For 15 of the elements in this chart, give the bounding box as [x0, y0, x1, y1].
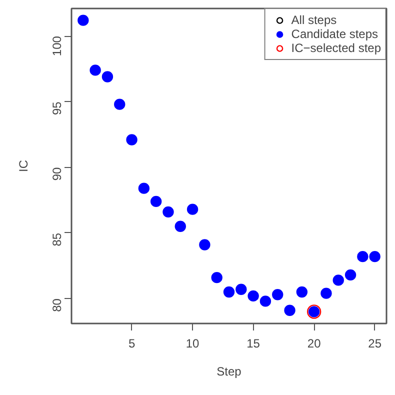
- x-tick-label: 15: [246, 336, 260, 350]
- x-tick-label: 5: [128, 336, 136, 350]
- y-tick-label: 90: [50, 166, 64, 181]
- legend-label: Candidate steps: [291, 27, 378, 41]
- x-axis-title: Step: [216, 364, 242, 378]
- y-tick-label: 85: [50, 232, 64, 246]
- x-tick-label: 10: [186, 336, 200, 350]
- y-tick-label: 80: [50, 298, 64, 312]
- x-tick-label: 25: [368, 336, 382, 350]
- legend-label: IC−selected step: [291, 41, 381, 55]
- y-tick-label: 95: [50, 101, 64, 116]
- y-tick-label: 100: [50, 36, 64, 56]
- x-tick-label: 20: [307, 336, 322, 350]
- y-axis-title: IC: [16, 160, 30, 172]
- legend-label: All steps: [291, 13, 337, 27]
